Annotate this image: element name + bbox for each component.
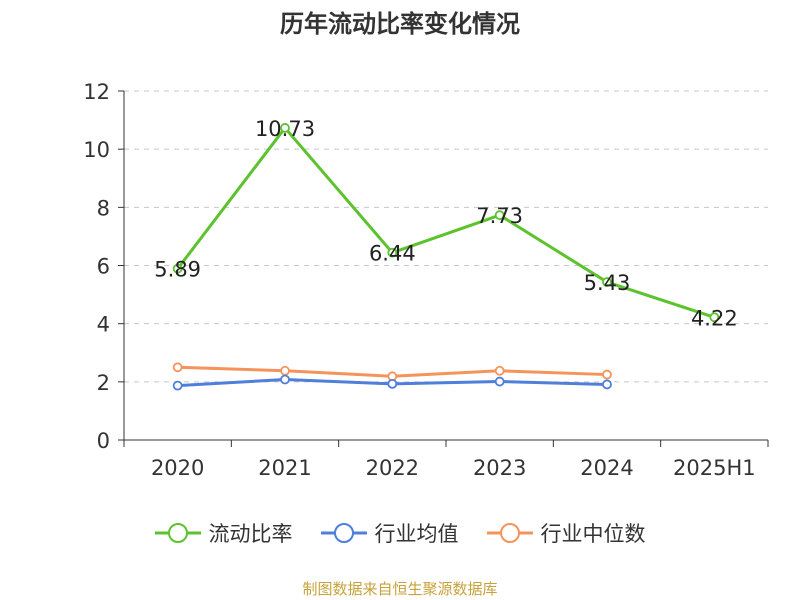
data-point <box>387 247 398 258</box>
x-tick-label: 2024 <box>580 456 633 480</box>
data-point <box>280 374 290 385</box>
legend-item[interactable]: 行业中位数 <box>486 518 646 548</box>
x-tick-label: 2022 <box>366 456 419 480</box>
legend-label: 流动比率 <box>208 522 293 546</box>
legend: 流动比率 行业均值 行业中位数 <box>0 518 800 548</box>
y-tick-label: 0 <box>97 429 110 453</box>
data-point <box>494 376 505 387</box>
data-point <box>172 263 183 274</box>
data-label: 5.89 <box>154 258 201 282</box>
x-tick-label: 2021 <box>258 456 311 480</box>
legend-item[interactable]: 行业均值 <box>320 518 459 548</box>
y-tick-label: 4 <box>97 313 110 337</box>
data-point <box>280 123 290 133</box>
y-tick-label: 10 <box>83 138 110 162</box>
legend-label: 行业中位数 <box>540 522 646 546</box>
data-point <box>602 277 612 287</box>
x-tick-label: 2020 <box>151 456 204 480</box>
source-footer: 制图数据来自恒生聚源数据库 <box>302 580 498 598</box>
line-chart: 0 2 4 6 8 10 12 2020 2021 2022 2023 2024 2025H1 5.89 1… <box>83 80 769 480</box>
data-point <box>494 365 505 376</box>
data-point <box>494 210 505 221</box>
y-tick-label: 2 <box>97 371 110 395</box>
data-point <box>602 369 612 380</box>
chart-title: 历年流动比率变化情况 <box>280 10 520 38</box>
data-point <box>387 378 398 389</box>
legend-swatch-icon <box>154 523 201 543</box>
y-tick-label: 6 <box>97 255 110 279</box>
data-label: 10.73 <box>255 117 315 141</box>
data-label: 5.43 <box>584 271 631 295</box>
legend-item[interactable]: 流动比率 <box>154 518 293 548</box>
y-tick-label: 8 <box>97 196 110 220</box>
x-tick-label: 2025H1 <box>673 456 756 480</box>
legend-swatch-icon <box>486 523 533 543</box>
data-point <box>172 380 183 391</box>
data-label: 4.22 <box>691 306 738 330</box>
data-label: 6.44 <box>369 242 416 266</box>
data-point <box>709 312 720 323</box>
series-line <box>176 126 715 319</box>
legend-label: 行业均值 <box>374 522 459 546</box>
data-point <box>280 365 290 376</box>
y-tick-label: 12 <box>83 80 110 104</box>
x-tick-label: 2023 <box>473 456 526 480</box>
legend-swatch-icon <box>320 523 367 543</box>
data-label: 7.73 <box>476 204 523 228</box>
data-point <box>172 362 183 373</box>
data-point <box>602 379 612 390</box>
